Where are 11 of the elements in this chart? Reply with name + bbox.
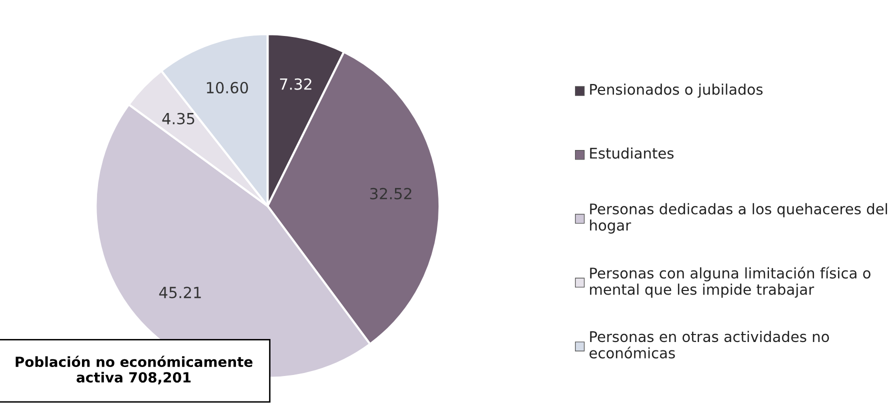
data-label: 4.35 (162, 112, 194, 124)
data-label: 10.60 (206, 82, 248, 94)
data-label: 45.21 (159, 286, 201, 298)
data-label: 7.32 (280, 78, 312, 90)
legend-label: Estudiantes (590, 147, 674, 159)
legend-label: Personas en otras actividades no económicas (590, 330, 829, 358)
legend-label: Pensionados o jubilados (590, 84, 763, 98)
legend-label: Personas dedicadas a los quehaceres del hogar (590, 203, 888, 234)
legend-label: Personas con alguna limitación física o mental que les impide trabajar (590, 266, 870, 298)
text: Población no económicamente activa 708,201 (16, 356, 252, 384)
data-label: 32.52 (370, 188, 412, 200)
